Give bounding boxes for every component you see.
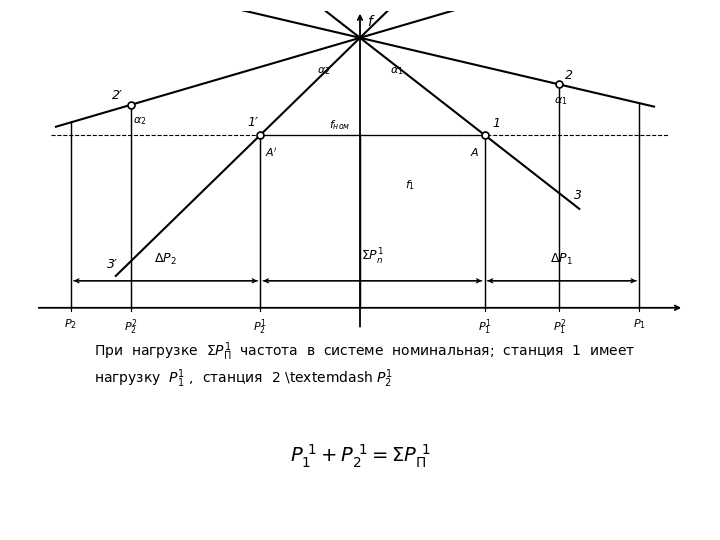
Text: $P_2^1$: $P_2^1$ bbox=[253, 318, 267, 337]
Text: $P_2$: $P_2$ bbox=[65, 318, 77, 332]
Text: $\Sigma P_n^1$: $\Sigma P_n^1$ bbox=[361, 247, 384, 267]
Text: $A'$: $A'$ bbox=[265, 146, 279, 159]
Text: $P_1^1$: $P_1^1$ bbox=[478, 318, 492, 337]
Text: $f$: $f$ bbox=[367, 14, 376, 29]
Text: 1: 1 bbox=[492, 117, 500, 130]
Text: $\alpha_2$: $\alpha_2$ bbox=[317, 65, 330, 77]
Text: $\Delta P_1$: $\Delta P_1$ bbox=[551, 252, 573, 267]
Text: $\alpha_1$: $\alpha_1$ bbox=[390, 65, 403, 77]
Text: $f_1$: $f_1$ bbox=[405, 178, 415, 192]
Text: $\alpha_2$: $\alpha_2$ bbox=[133, 116, 147, 127]
Text: 2′: 2′ bbox=[112, 89, 123, 102]
Text: $f_{ном}$: $f_{ном}$ bbox=[329, 118, 350, 132]
Text: При  нагрузке  $\Sigma P_{\Pi}^{1}$  частота  в  системе  номинальная;  станция : При нагрузке $\Sigma P_{\Pi}^{1}$ частот… bbox=[94, 340, 635, 363]
Text: $P_2^2$: $P_2^2$ bbox=[124, 318, 138, 337]
Text: $\alpha_1$: $\alpha_1$ bbox=[554, 95, 568, 107]
Text: 2: 2 bbox=[565, 69, 573, 82]
Text: $\Delta P_2$: $\Delta P_2$ bbox=[154, 252, 177, 267]
Text: нагрузку  $P_1^{1}$ ,  станция  $2$ \textemdash $P_2^{1}$: нагрузку $P_1^{1}$ , станция $2$ \textem… bbox=[94, 367, 392, 390]
Text: $P_1^2$: $P_1^2$ bbox=[552, 318, 566, 337]
Text: 3: 3 bbox=[575, 190, 582, 202]
Text: 3′: 3′ bbox=[107, 258, 118, 271]
Text: 1′: 1′ bbox=[247, 116, 258, 129]
Text: $A$: $A$ bbox=[470, 146, 480, 158]
Text: $P_1$: $P_1$ bbox=[633, 318, 646, 332]
Text: $P_1^{\ 1} + P_2^{\ 1} = \Sigma P_{\Pi}^{\ 1}$: $P_1^{\ 1} + P_2^{\ 1} = \Sigma P_{\Pi}^… bbox=[289, 443, 431, 470]
